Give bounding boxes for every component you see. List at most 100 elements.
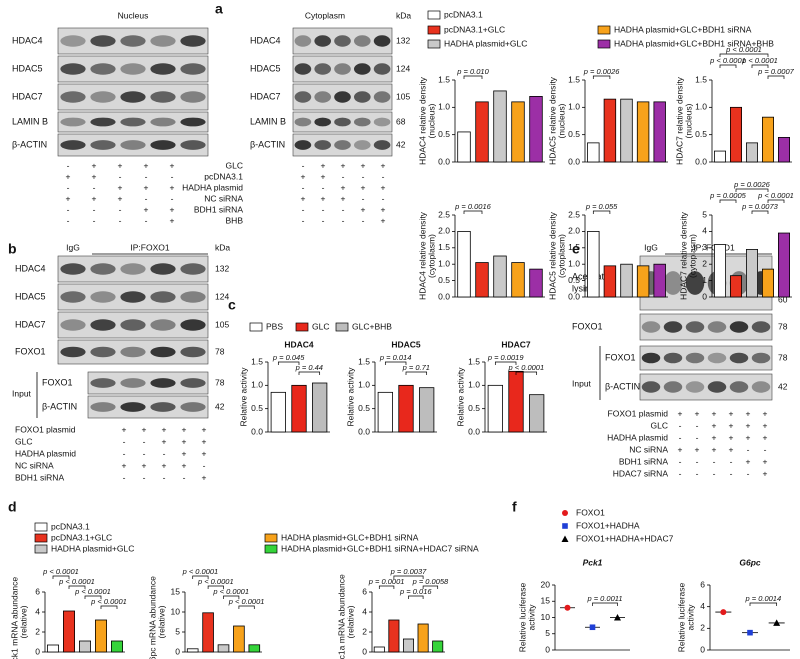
bar	[419, 387, 435, 433]
condition-sign: +	[92, 193, 97, 203]
kda-label: 105	[215, 319, 229, 329]
blot-band	[90, 319, 116, 331]
y-tick-label: 2	[35, 626, 40, 636]
blot-band	[751, 352, 771, 364]
condition-sign: +	[92, 160, 97, 170]
y-tick-label: 1.5	[251, 356, 263, 366]
condition-sign: -	[747, 444, 750, 454]
annotation: p < 0.0001	[741, 56, 778, 65]
bar	[47, 644, 60, 653]
y-axis-label: G6pc mRNA abundance	[147, 576, 157, 659]
blot-band	[60, 263, 86, 275]
blot-band	[353, 63, 371, 75]
band-label: HDAC5	[12, 63, 43, 73]
bar	[432, 640, 444, 653]
legend-label: HADHA plasmid+GLC+BDH1 siRNA	[281, 532, 419, 542]
blot-band	[120, 91, 146, 103]
y-tick-label: 1.0	[438, 258, 450, 268]
legend-marker	[561, 535, 569, 542]
blot-band	[663, 271, 683, 295]
condition-sign: +	[202, 424, 207, 434]
y-tick-label: 0.5	[438, 129, 450, 139]
y-tick-label: 6	[35, 586, 40, 596]
condition-sign: -	[171, 171, 174, 181]
legend-swatch	[295, 322, 309, 332]
blot	[57, 133, 209, 157]
annotation: p < 0.0001	[228, 597, 265, 606]
condition-sign: +	[202, 436, 207, 446]
y-tick-label: 0.0	[358, 426, 370, 436]
bracket	[494, 361, 517, 365]
annotation: p = 0.016	[399, 587, 432, 596]
kda-title: kDa	[396, 10, 411, 20]
marker	[720, 609, 727, 616]
kda-label: 42	[215, 401, 225, 411]
band-label: HDAC7	[250, 91, 281, 101]
legend-label: HADHA plasmid+GLC+BDH1 siRNA+HDAC7 siRNA	[281, 543, 479, 553]
blot	[639, 313, 773, 341]
condition-sign: -	[713, 456, 716, 466]
bar	[636, 265, 650, 298]
condition-sign: -	[123, 436, 126, 446]
chart-title: Pck1	[583, 557, 603, 567]
condition-sign: +	[202, 472, 207, 482]
bracket	[719, 199, 737, 203]
condition-sign: -	[679, 468, 682, 478]
lane-title: IP:FOXO1	[130, 242, 169, 252]
y-axis-label: (cytoplasm)	[556, 234, 566, 278]
blot-band	[294, 91, 312, 103]
bar	[746, 142, 759, 163]
condition-sign: -	[145, 215, 148, 225]
y-tick-label: 1.0	[468, 380, 480, 390]
condition-sign: -	[67, 160, 70, 170]
bar	[587, 230, 600, 298]
panel-label: d	[8, 499, 17, 515]
blot-band	[180, 140, 206, 150]
condition-label: HADHA plasmid	[182, 182, 243, 192]
y-tick-label: 0.5	[468, 403, 480, 413]
y-tick-label: 20	[541, 579, 551, 589]
blot-band	[180, 63, 206, 75]
blot-band	[180, 91, 206, 103]
y-axis-label: HDAC7 relative density	[674, 76, 684, 165]
blot	[639, 373, 773, 401]
bar	[493, 90, 507, 163]
annotation: p = 0.0001	[368, 577, 405, 586]
y-tick-label: 5	[702, 209, 707, 219]
bar	[457, 230, 471, 298]
condition-sign: -	[119, 171, 122, 181]
bar	[487, 384, 503, 433]
bar	[270, 391, 286, 433]
blot	[87, 371, 209, 395]
condition-sign: +	[729, 444, 734, 454]
bar	[511, 262, 525, 298]
blot-band	[60, 319, 86, 331]
condition-sign: +	[763, 420, 768, 430]
condition-sign: +	[170, 215, 175, 225]
blot-band	[90, 63, 116, 75]
condition-sign: -	[713, 468, 716, 478]
bracket	[751, 64, 769, 68]
input-label: Input	[12, 388, 32, 398]
bar	[529, 96, 543, 163]
blot-band	[685, 352, 705, 364]
blot-band	[294, 140, 312, 150]
bracket	[238, 605, 255, 609]
blot-band	[314, 140, 332, 150]
chart-title: G6pc	[739, 557, 761, 567]
annotation: p = 0.0026	[733, 180, 770, 189]
condition-sign: -	[143, 436, 146, 446]
annotation: p = 0.0026	[583, 67, 620, 76]
blot-band	[120, 319, 146, 331]
condition-sign: +	[763, 432, 768, 442]
kda-label: 78	[215, 377, 225, 387]
condition-sign: -	[163, 472, 166, 482]
bar	[398, 384, 414, 433]
blot-band	[60, 63, 86, 75]
legend-label: pcDNA3.1+GLC	[444, 24, 505, 34]
condition-sign: +	[361, 204, 366, 214]
y-tick-label: 6	[362, 586, 367, 596]
condition-label: HADHA plasmid	[607, 432, 668, 442]
legend-label: FOXO1+HADHA	[576, 520, 640, 530]
kda-label: 42	[778, 381, 788, 391]
